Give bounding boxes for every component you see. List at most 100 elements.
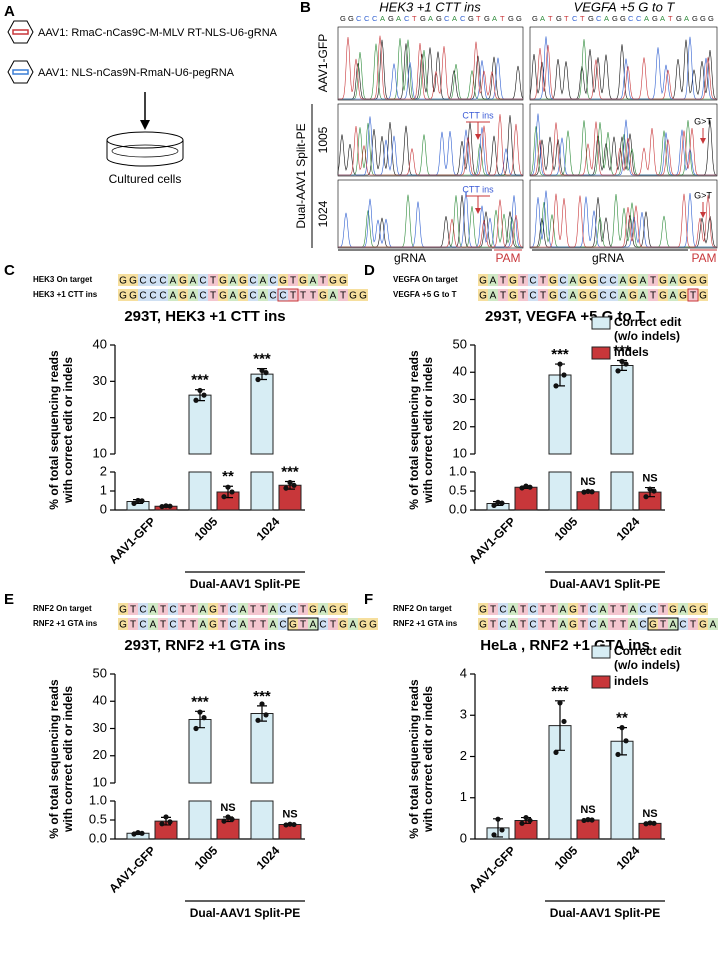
bar — [188, 394, 212, 511]
panel-label: F — [364, 591, 373, 608]
base-bg — [508, 618, 518, 630]
base: A — [630, 605, 637, 616]
chart-title: 293T, RNF2 +1 GTA ins — [124, 637, 285, 654]
base: A — [604, 14, 609, 23]
base-bg — [638, 603, 648, 615]
y-tick-label: 3 — [460, 707, 467, 722]
significance: NS — [642, 472, 657, 484]
base-bg — [528, 274, 538, 286]
footer-label: PAM — [691, 251, 716, 265]
base: G — [516, 14, 522, 23]
trace — [530, 121, 717, 176]
base: G — [484, 14, 490, 23]
base: G — [479, 291, 487, 302]
base: T — [650, 291, 656, 302]
base: G — [479, 605, 487, 616]
base: G — [508, 14, 514, 23]
base-bg — [118, 289, 128, 301]
base: T — [610, 620, 616, 631]
data-point — [163, 503, 169, 509]
base-bg — [248, 274, 258, 286]
trace — [530, 120, 718, 176]
base: C — [249, 291, 256, 302]
base: G — [659, 276, 667, 287]
base: C — [269, 276, 276, 287]
base: G — [299, 276, 307, 287]
base-bg — [638, 274, 648, 286]
base-bg — [348, 289, 358, 301]
base: T — [210, 291, 216, 302]
legend-entry: Correct edit (w/o indels) — [614, 644, 682, 672]
base: G — [436, 14, 442, 23]
base-bg — [318, 289, 328, 301]
base-bg — [478, 603, 488, 615]
edit-label: CTT ins — [462, 110, 494, 120]
base: T — [548, 14, 553, 23]
base-bg — [318, 618, 328, 630]
base: G — [569, 605, 577, 616]
base-bg — [708, 618, 718, 630]
y-axis-label: with correct edit or indels — [61, 357, 75, 504]
base: C — [319, 620, 326, 631]
edit-label: G>T — [694, 116, 712, 126]
group-label: Dual-AAV1 Split-PE — [190, 577, 300, 591]
construct: AAV1: RmaC-nCas9C-M-MLV RT-NLS-U6-gRNA — [38, 27, 278, 39]
base-bg — [188, 274, 198, 286]
base: C — [559, 291, 566, 302]
base: G — [549, 276, 557, 287]
base: G — [219, 291, 227, 302]
base: C — [159, 291, 166, 302]
base-bg — [298, 289, 308, 301]
base-bg — [128, 289, 138, 301]
base: G — [679, 276, 687, 287]
base: A — [150, 620, 157, 631]
seq-label: VEGFA +5 G to T — [393, 290, 457, 299]
base: C — [139, 605, 146, 616]
data-point — [221, 494, 227, 500]
trace — [529, 39, 718, 100]
base: C — [529, 291, 536, 302]
base: A — [680, 605, 687, 616]
y-tick-label: 40 — [93, 693, 107, 708]
base-bg — [278, 603, 288, 615]
base-bg — [508, 274, 518, 286]
base: G — [119, 291, 127, 302]
base-bg — [348, 618, 358, 630]
bar — [576, 819, 600, 840]
base: C — [279, 291, 286, 302]
base-bg — [288, 618, 298, 630]
significance: NS — [580, 476, 595, 488]
bar — [250, 713, 274, 840]
y-axis-label: % of total sequencing reads — [407, 350, 421, 510]
base-bg — [568, 618, 578, 630]
base: T — [540, 605, 546, 616]
x-tick-label: 1005 — [552, 843, 581, 872]
base-bg — [658, 603, 668, 615]
legend-swatch — [591, 346, 611, 360]
y-tick-label: 2 — [460, 748, 467, 763]
base-bg — [198, 289, 208, 301]
base-bg — [558, 289, 568, 301]
data-point — [557, 361, 563, 367]
hexagon — [7, 60, 34, 84]
base: G — [359, 620, 367, 631]
base-bg — [328, 618, 338, 630]
data-point — [263, 712, 269, 718]
dish — [106, 140, 184, 167]
base-bg — [288, 603, 298, 615]
base-bg — [588, 603, 598, 615]
base: T — [520, 291, 526, 302]
base: A — [150, 605, 157, 616]
base: A — [630, 620, 637, 631]
x-tick-label: 1024 — [614, 843, 643, 872]
data-point — [519, 820, 525, 826]
base: A — [660, 14, 665, 23]
base: C — [404, 14, 410, 23]
base-bg — [668, 618, 678, 630]
legend-label: Correct edit (w/o indels) — [614, 644, 682, 672]
x-tick-label: AAV1-GFP — [106, 843, 158, 895]
base: G — [700, 14, 706, 23]
base: C — [460, 14, 466, 23]
base-bg — [678, 603, 688, 615]
base: A — [490, 276, 497, 287]
